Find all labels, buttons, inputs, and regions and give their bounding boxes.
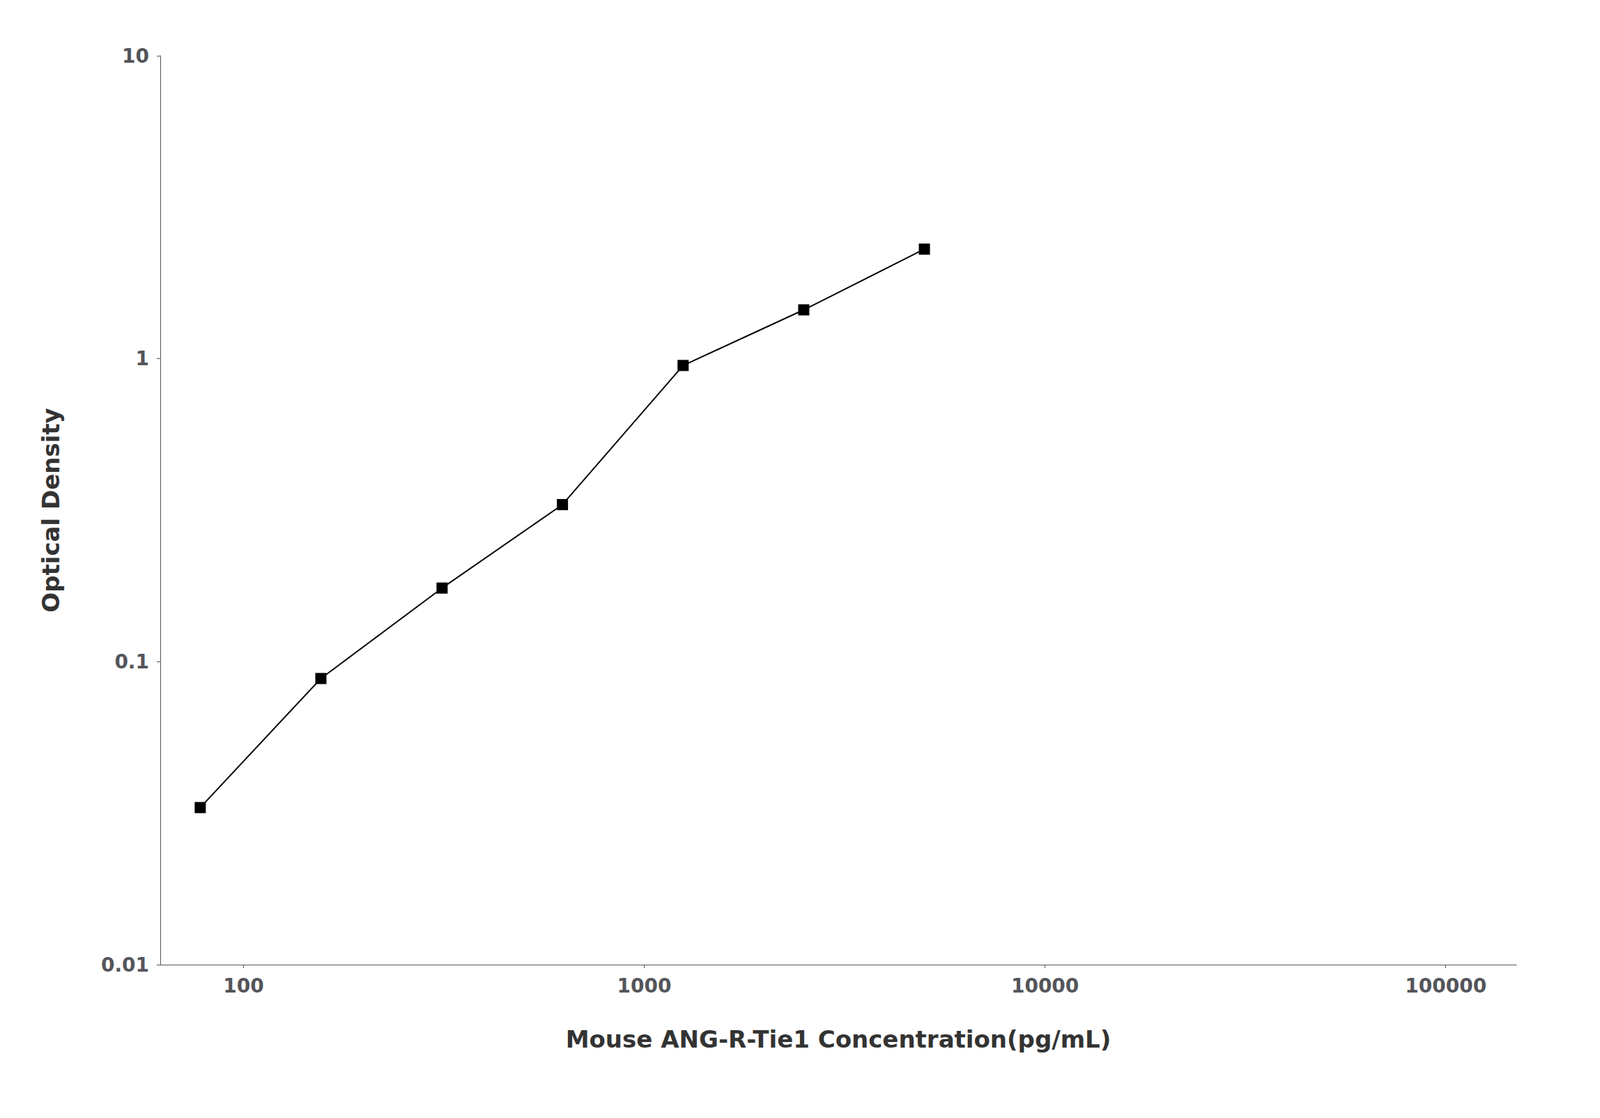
svg-text:100000: 100000 (1404, 974, 1487, 998)
svg-text:Optical Density: Optical Density (36, 407, 65, 613)
svg-text:0.1: 0.1 (114, 650, 150, 674)
svg-text:Mouse ANG-R-Tie1 Concentration: Mouse ANG-R-Tie1 Concentration(pg/mL) (565, 1025, 1112, 1053)
svg-text:1: 1 (135, 347, 150, 371)
svg-text:0.01: 0.01 (101, 953, 150, 977)
svg-text:1000: 1000 (617, 974, 672, 998)
svg-text:100: 100 (222, 974, 264, 998)
svg-text:10: 10 (121, 44, 150, 68)
svg-text:10000: 10000 (1011, 974, 1079, 998)
